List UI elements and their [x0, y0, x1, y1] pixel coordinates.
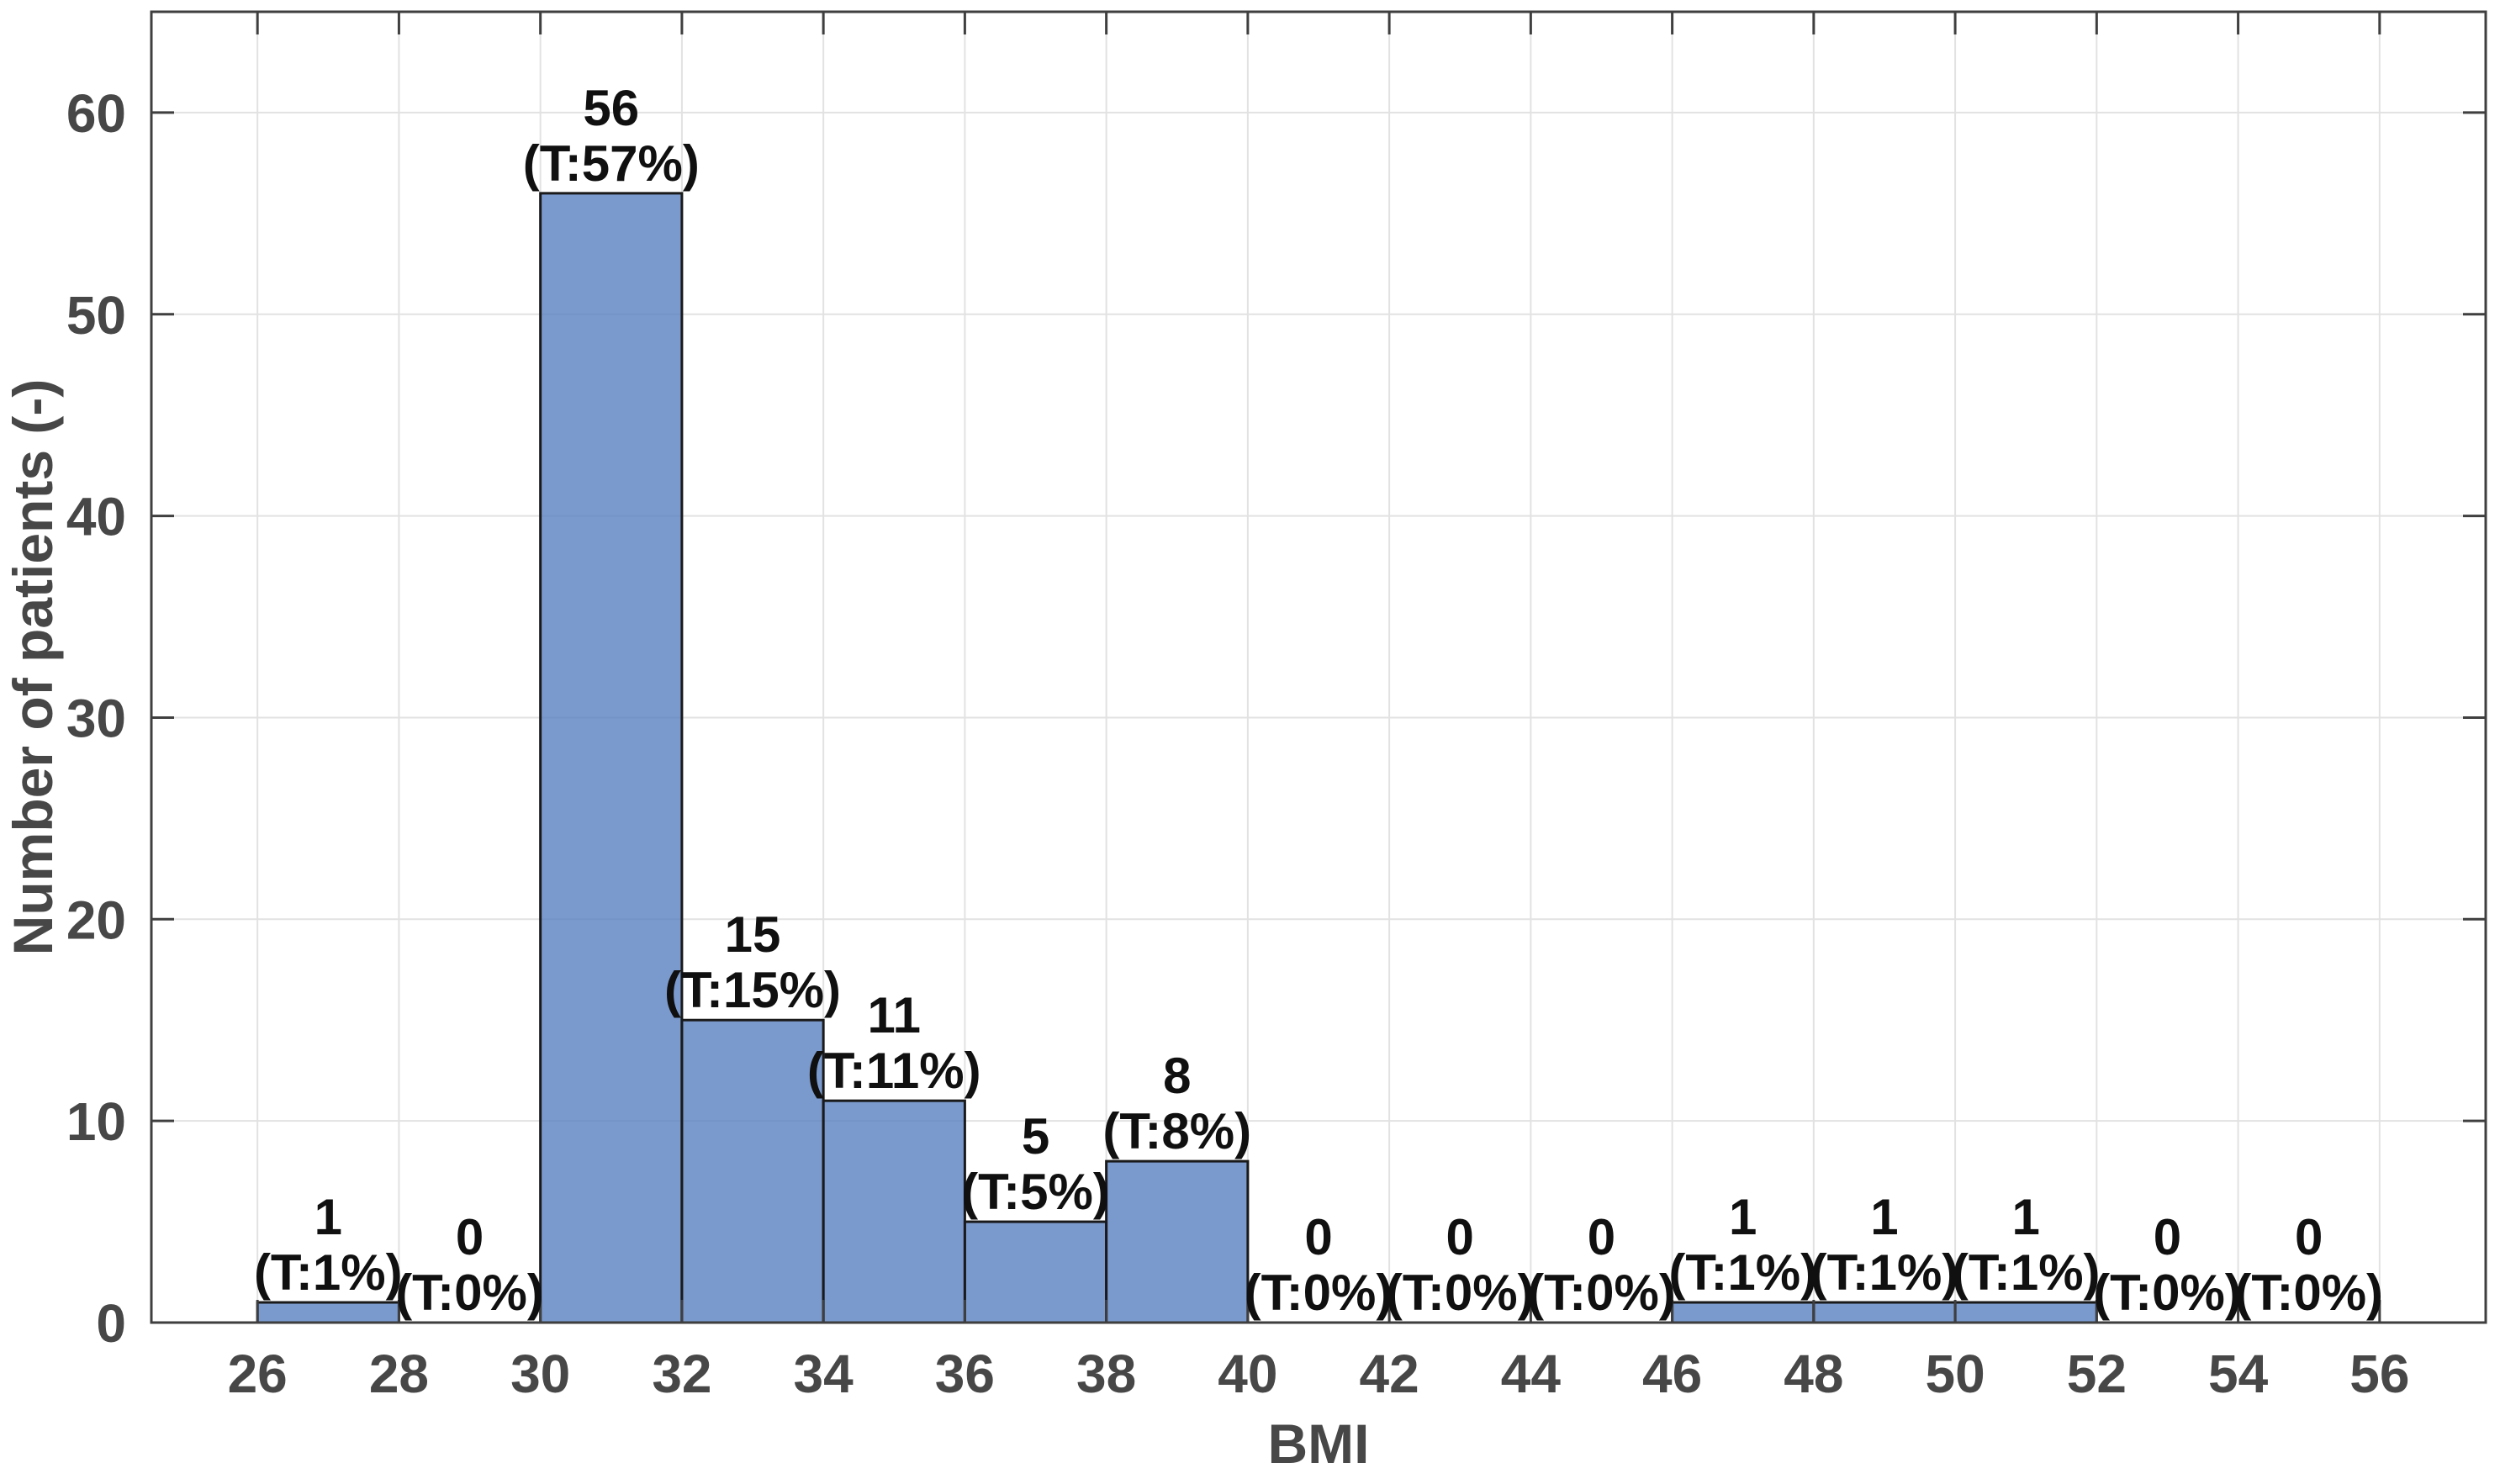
bar-percent-label: (T:0%): [1245, 1265, 1393, 1321]
x-tick-label: 40: [1218, 1344, 1277, 1404]
histogram-bar: [680, 1018, 825, 1324]
x-tick-label: 38: [1076, 1344, 1136, 1404]
histogram-bar: [822, 1099, 966, 1324]
x-tick-label: 32: [652, 1344, 711, 1404]
bar-count-label: 11: [868, 987, 921, 1043]
histogram-bars: [256, 192, 2098, 1324]
x-tick-label: 44: [1501, 1344, 1562, 1404]
bar-percent-label: (T:15%): [664, 962, 841, 1018]
bar-count-label: 56: [583, 80, 639, 136]
bar-count-label: 1: [314, 1189, 342, 1245]
bar-percent-label: (T:0%): [395, 1265, 544, 1321]
bar-count-label: 1: [1870, 1189, 1898, 1245]
bar-percent-label: (T:0%): [1386, 1265, 1535, 1321]
y-tick-label: 30: [66, 688, 126, 748]
x-tick-label: 48: [1784, 1344, 1843, 1404]
histogram-bar: [1812, 1301, 1957, 1324]
histogram-bar: [1953, 1301, 2098, 1324]
y-tick-label: 0: [96, 1293, 126, 1354]
bar-count-label: 0: [1304, 1209, 1332, 1265]
bar-percent-label: (T:0%): [2093, 1265, 2242, 1321]
histogram-bar: [539, 192, 684, 1324]
x-tick-label: 28: [369, 1344, 429, 1404]
bar-count-label: 5: [1022, 1108, 1049, 1164]
histogram-bar: [963, 1220, 1108, 1324]
y-tick-label: 10: [66, 1091, 126, 1152]
y-axis-title: Number of patients (-): [2, 379, 64, 956]
bar-count-label: 0: [456, 1209, 484, 1265]
y-tick-label: 50: [66, 285, 126, 346]
histogram-bar: [256, 1301, 400, 1324]
bar-percent-label: (T:1%): [1668, 1244, 1817, 1301]
x-tick-label: 42: [1360, 1344, 1419, 1404]
y-tick-labels: 0 10 20 30 40 50 60: [66, 83, 126, 1354]
bar-count-label: 0: [2154, 1209, 2181, 1265]
tick-marks: [151, 12, 2486, 1324]
bar-count-label: 8: [1163, 1048, 1191, 1104]
plot-border: [150, 10, 2487, 1324]
histogram-bar: [1105, 1159, 1250, 1324]
bar-count-label: 0: [1588, 1209, 1615, 1265]
bar-percent-label: (T:8%): [1102, 1103, 1251, 1159]
bar-percent-label: (T:5%): [961, 1164, 1110, 1220]
bar-percent-label: (T:0%): [1527, 1265, 1676, 1321]
x-axis-title: BMI: [1268, 1413, 1370, 1475]
x-tick-label: 52: [2067, 1344, 2127, 1404]
x-tick-labels: 26 28 30 32 34 36 38 40 42 44 46 48 50 52 54 56: [228, 1344, 2410, 1404]
x-tick-label: 46: [1642, 1344, 1702, 1404]
bar-count-label: 15: [725, 906, 781, 963]
x-tick-label: 56: [2349, 1344, 2409, 1404]
bar-annotations: 1(T:1%)0(T:0%)56(T:57%)15(T:15%) 11(T:11%…: [254, 80, 2383, 1321]
bar-count-label: 1: [1729, 1189, 1757, 1245]
x-tick-label: 26: [228, 1344, 288, 1404]
histogram-bar: [1671, 1301, 1816, 1324]
x-tick-label: 50: [1925, 1344, 1985, 1404]
y-tick-label: 60: [66, 83, 126, 144]
bar-percent-label: (T:57%): [523, 135, 700, 192]
bar-count-label: 0: [2295, 1209, 2323, 1265]
bar-percent-label: (T:1%): [1952, 1244, 2101, 1301]
x-tick-label: 54: [2208, 1344, 2269, 1404]
x-tick-label: 30: [510, 1344, 570, 1404]
bar-percent-label: (T:0%): [2234, 1265, 2383, 1321]
bar-count-label: 0: [1446, 1209, 1474, 1265]
bar-percent-label: (T:11%): [807, 1043, 981, 1099]
y-tick-label: 40: [66, 487, 126, 547]
axes-box: [150, 10, 2487, 1324]
x-tick-label: 36: [935, 1344, 995, 1404]
bar-count-label: 1: [2012, 1189, 2040, 1245]
bar-percent-label: (T:1%): [1810, 1244, 1959, 1301]
y-tick-label: 20: [66, 890, 126, 950]
x-tick-label: 34: [794, 1344, 854, 1404]
bar-percent-label: (T:1%): [254, 1244, 403, 1301]
